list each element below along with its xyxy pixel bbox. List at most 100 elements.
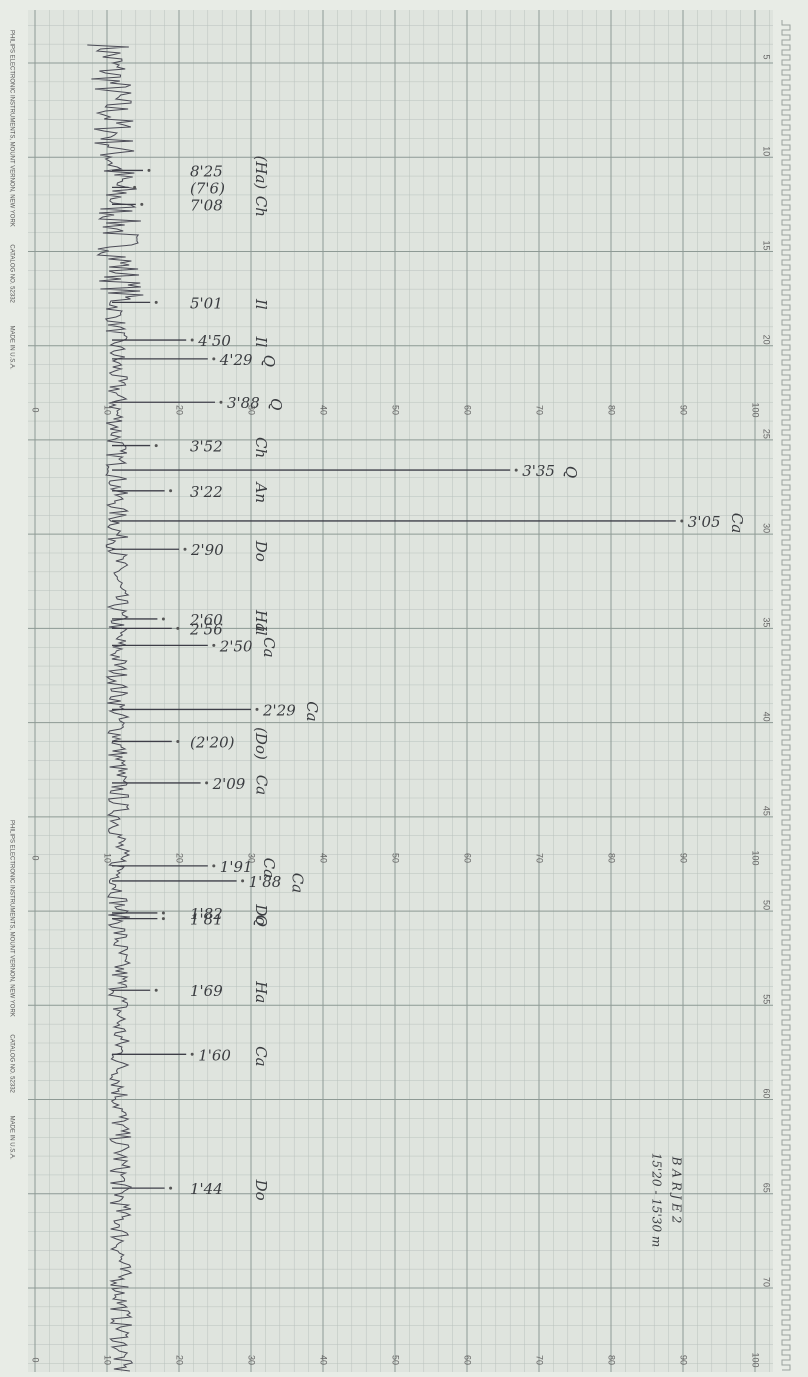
peaks	[112, 168, 684, 1190]
mineral-label: Q	[267, 398, 285, 410]
mineral-label: Ca	[260, 637, 278, 657]
mineral-label: Ha	[252, 609, 270, 632]
two-theta-tick-label: 20	[762, 335, 772, 345]
intensity-tick-label: 70	[535, 853, 545, 863]
mineral-label: Ca	[260, 858, 278, 878]
mineral-label: (Ha)	[252, 156, 270, 190]
peak-dot	[147, 168, 151, 172]
mineral-label: Q	[562, 466, 580, 478]
d-spacing-label: 1'91	[220, 858, 253, 876]
two-theta-tick-label: 40	[762, 712, 772, 722]
d-spacing-label: 1'69	[190, 982, 223, 1000]
peak-dot	[161, 911, 165, 915]
paper-imprint: CATALOG NO. 52332	[8, 244, 14, 303]
peak-dot	[190, 338, 194, 342]
peak-dot	[169, 489, 173, 493]
mineral-label: Ca	[289, 873, 307, 893]
intensity-tick-label: 80	[607, 405, 617, 415]
d-spacing-label: (7'6)	[190, 179, 225, 197]
peak-dot	[140, 202, 144, 206]
intensity-tick-label: 0	[31, 1357, 41, 1362]
intensity-tick-label: 100	[751, 850, 761, 865]
d-spacing-label: (2'20)	[190, 733, 235, 751]
mineral-label: Ca	[728, 513, 746, 533]
intensity-tick-label: 60	[463, 853, 473, 863]
d-spacing-label: 2'29	[262, 701, 296, 719]
d-spacing-label: 4'29	[219, 351, 253, 369]
d-spacing-label: 2'56	[189, 620, 223, 638]
two-theta-tick-label: 25	[762, 429, 772, 439]
paper-imprint: PHILIPS ELECTRONIC INSTRUMENTS, MOUNT VE…	[8, 820, 14, 1017]
intensity-tick-label: 50	[391, 853, 401, 863]
d-spacing-label: 1'60	[198, 1046, 231, 1064]
intensity-tick-label: 40	[319, 853, 329, 863]
peak-dot	[154, 988, 158, 992]
d-spacing-label: 3'22	[190, 483, 223, 501]
intensity-tick-label: 70	[535, 1355, 545, 1365]
mineral-label: Ha	[252, 980, 270, 1003]
d-spacing-label: 2'09	[212, 775, 246, 793]
d-spacing-label: 1'81	[190, 911, 223, 929]
sample-depth: 15'20 - 15'30 m	[650, 1153, 664, 1248]
intensity-tick-label: 40	[319, 1355, 329, 1365]
d-spacing-label: 3'52	[190, 438, 223, 456]
peak-dot	[176, 739, 180, 743]
intensity-tick-label: 10	[103, 405, 113, 415]
peak-dot	[205, 781, 209, 785]
d-spacing-label: 3'88	[227, 394, 260, 412]
intensity-tick-label: 30	[247, 1355, 257, 1365]
intensity-tick-label: 20	[175, 853, 185, 863]
intensity-tick-label: 0	[31, 407, 41, 412]
peak-dot	[212, 643, 216, 647]
two-theta-tick-label: 70	[762, 1277, 772, 1287]
intensity-tick-label: 20	[175, 1355, 185, 1365]
peak-dot	[154, 300, 158, 304]
two-theta-tick-label: 15	[762, 240, 772, 250]
paper-imprint: CATALOG NO. 52332	[8, 1034, 14, 1093]
intensity-tick-label: 30	[247, 405, 257, 415]
intensity-tick-label: 30	[247, 853, 257, 863]
two-theta-tick-label: 5	[762, 54, 772, 59]
mineral-label: Il	[252, 336, 270, 348]
intensity-tick-label: 90	[679, 853, 689, 863]
peak-dot	[212, 357, 216, 361]
paper-imprint: MADE IN U.S.A.	[8, 1116, 14, 1160]
peak-dot	[241, 879, 245, 883]
peak-dot	[161, 917, 165, 921]
intensity-tick-label: 10	[103, 1355, 113, 1365]
intensity-tick-label: 70	[535, 405, 545, 415]
paper-imprint: MADE IN U.S.A.	[8, 326, 14, 370]
mineral-label: An	[252, 481, 270, 504]
two-theta-tick-label: 30	[762, 523, 772, 533]
peak-dot	[680, 519, 684, 523]
mineral-label: Ca	[252, 1046, 270, 1066]
intensity-tick-label: 100	[751, 402, 761, 417]
intensity-tick-label: 80	[607, 853, 617, 863]
intensity-tick-label: 20	[175, 405, 185, 415]
mineral-label: Do	[252, 1179, 270, 1201]
peak-dot	[169, 1186, 173, 1190]
intensity-tick-label: 60	[463, 1355, 473, 1365]
d-spacing-label: 1'82	[190, 905, 223, 923]
peak-dot	[190, 1052, 194, 1056]
mineral-label: Ch	[252, 437, 270, 458]
peak-dot	[154, 444, 158, 448]
chart-recorder-edge	[781, 20, 791, 1371]
intensity-tick-label: 100	[751, 1352, 761, 1367]
intensity-tick-label: 80	[607, 1355, 617, 1365]
d-spacing-label: 5'01	[190, 294, 223, 312]
diffraction-trace	[87, 44, 144, 1372]
intensity-tick-label: 0	[31, 855, 41, 860]
peak-dot	[212, 864, 216, 868]
peak-dot	[161, 617, 165, 621]
d-spacing-label: 1'88	[249, 873, 282, 891]
d-spacing-label: 3'05	[688, 513, 721, 531]
d-spacing-label: 7'08	[190, 196, 223, 214]
d-spacing-label: 3'35	[522, 462, 555, 480]
chart-area	[28, 10, 773, 1372]
two-theta-tick-label: 50	[762, 900, 772, 910]
intensity-tick-label: 50	[391, 405, 401, 415]
paper-imprint: PHILIPS ELECTRONIC INSTRUMENTS, MOUNT VE…	[8, 30, 14, 227]
